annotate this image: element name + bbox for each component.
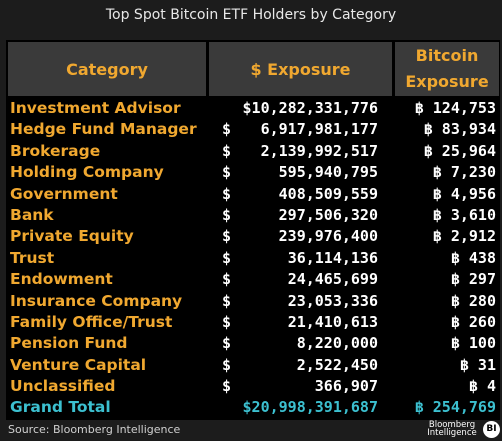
category-cell: Family Office/Trust — [10, 312, 173, 331]
currency-sign: $ — [222, 163, 232, 182]
table-row: Family Office/Trust $21,410,613 ฿ 260 — [10, 312, 500, 333]
table-row: Pension Fund $8,220,000 ฿ 100 — [10, 333, 500, 354]
table-row: Endowment $24,465,699 ฿ 297 — [10, 269, 500, 290]
currency-sign: $ — [222, 141, 232, 160]
table-row: Bank $297,506,320 ฿ 3,610 — [10, 205, 500, 226]
usd-exposure-cell: 24,465,699 — [287, 270, 378, 289]
usd-exposure-cell: 595,940,795 — [278, 163, 378, 182]
table-row-total: Grand Total $20,998,391,687 ฿ 254,769 — [10, 397, 500, 418]
header-category: Category — [8, 42, 206, 96]
bi-badge-icon: BI — [483, 421, 500, 438]
usd-exposure-cell: 23,053,336 — [287, 291, 378, 310]
bitcoin-exposure-cell: ฿ 3,610 — [432, 205, 496, 224]
category-cell: Trust — [10, 248, 55, 267]
category-cell: Unclassified — [10, 377, 116, 396]
table-row: Government $408,509,559 ฿ 4,956 — [10, 184, 500, 205]
bitcoin-exposure-cell: ฿ 297 — [450, 270, 496, 289]
table-row: Insurance Company $23,053,336 ฿ 280 — [10, 291, 500, 312]
currency-sign: $ — [222, 355, 232, 374]
usd-exposure-cell: $20,998,391,687 — [242, 398, 378, 417]
currency-sign: $ — [222, 270, 232, 289]
usd-exposure-cell: 239,976,400 — [278, 227, 378, 246]
table-body: Investment Advisor $10,282,331,776 ฿ 124,7… — [10, 98, 500, 419]
category-cell: Endowment — [10, 270, 113, 289]
currency-sign: $ — [222, 205, 232, 224]
table-row: Holding Company $595,940,795 ฿ 7,230 — [10, 162, 500, 183]
table-row: Brokerage $2,139,992,517 ฿ 25,964 — [10, 141, 500, 162]
bitcoin-exposure-cell: ฿ 31 — [459, 355, 496, 374]
bitcoin-exposure-cell: ฿ 4,956 — [432, 184, 496, 203]
usd-exposure-cell: 8,220,000 — [296, 334, 378, 353]
page-title: Top Spot Bitcoin ETF Holders by Category — [105, 7, 397, 23]
currency-sign: $ — [222, 120, 232, 139]
currency-sign: $ — [222, 377, 232, 396]
category-cell: Private Equity — [10, 227, 134, 246]
category-cell: Government — [10, 184, 118, 203]
source-note: Source: Bloomberg Intelligence — [8, 423, 181, 436]
usd-exposure-cell: 366,907 — [314, 377, 378, 396]
usd-exposure-cell: 2,139,992,517 — [260, 141, 378, 160]
category-cell: Brokerage — [10, 141, 101, 160]
bitcoin-exposure-cell: ฿ 83,934 — [423, 120, 496, 139]
currency-sign: $ — [222, 334, 232, 353]
bloomberg-logo: Bloomberg Intelligence — [427, 420, 477, 438]
header-bitcoin-exposure: Bitcoin Exposure — [395, 42, 499, 96]
bitcoin-exposure-cell: ฿ 280 — [450, 291, 496, 310]
bitcoin-exposure-cell: ฿ 254,769 — [414, 398, 496, 417]
usd-exposure-cell: 6,917,981,177 — [260, 120, 378, 139]
bitcoin-exposure-cell: ฿ 2,912 — [432, 227, 496, 246]
usd-exposure-cell: 297,506,320 — [278, 205, 378, 224]
bitcoin-exposure-cell: ฿ 124,753 — [414, 99, 496, 117]
currency-sign: $ — [222, 248, 232, 267]
table-row: Trust $36,114,136 ฿ 438 — [10, 248, 500, 269]
table-panel — [6, 40, 500, 420]
category-cell: Holding Company — [10, 163, 164, 182]
currency-sign: $ — [222, 184, 232, 203]
category-cell: Hedge Fund Manager — [10, 120, 197, 139]
currency-sign: $ — [222, 312, 232, 331]
usd-exposure-cell: 408,509,559 — [278, 184, 378, 203]
table-row: Investment Advisor $10,282,331,776 ฿ 124,7… — [10, 98, 500, 119]
table-row: Private Equity $239,976,400 ฿ 2,912 — [10, 226, 500, 247]
category-cell: Investment Advisor — [10, 99, 181, 117]
category-cell: Insurance Company — [10, 291, 183, 310]
category-cell: Venture Capital — [10, 355, 147, 374]
bitcoin-exposure-cell: ฿ 7,230 — [432, 163, 496, 182]
category-cell: Bank — [10, 205, 54, 224]
usd-exposure-cell: 2,522,450 — [296, 355, 378, 374]
bitcoin-exposure-cell: ฿ 25,964 — [423, 141, 496, 160]
usd-exposure-cell: 21,410,613 — [287, 312, 378, 331]
table-row: Hedge Fund Manager $6,917,981,177 ฿ 83,934 — [10, 119, 500, 140]
currency-sign: $ — [222, 227, 232, 246]
bitcoin-exposure-cell: ฿ 4 — [468, 377, 496, 396]
table-row: Venture Capital $2,522,450 ฿ 31 — [10, 355, 500, 376]
header-usd-exposure: $ Exposure — [209, 42, 392, 96]
bitcoin-exposure-cell: ฿ 438 — [450, 248, 496, 267]
category-cell: Grand Total — [10, 398, 111, 417]
usd-exposure-cell: 36,114,136 — [287, 248, 378, 267]
category-cell: Pension Fund — [10, 334, 128, 353]
bitcoin-exposure-cell: ฿ 260 — [450, 312, 496, 331]
currency-sign: $ — [222, 291, 232, 310]
bitcoin-exposure-cell: ฿ 100 — [450, 334, 496, 353]
table-row: Unclassified $366,907 ฿ 4 — [10, 376, 500, 397]
usd-exposure-cell: $10,282,331,776 — [242, 99, 378, 117]
